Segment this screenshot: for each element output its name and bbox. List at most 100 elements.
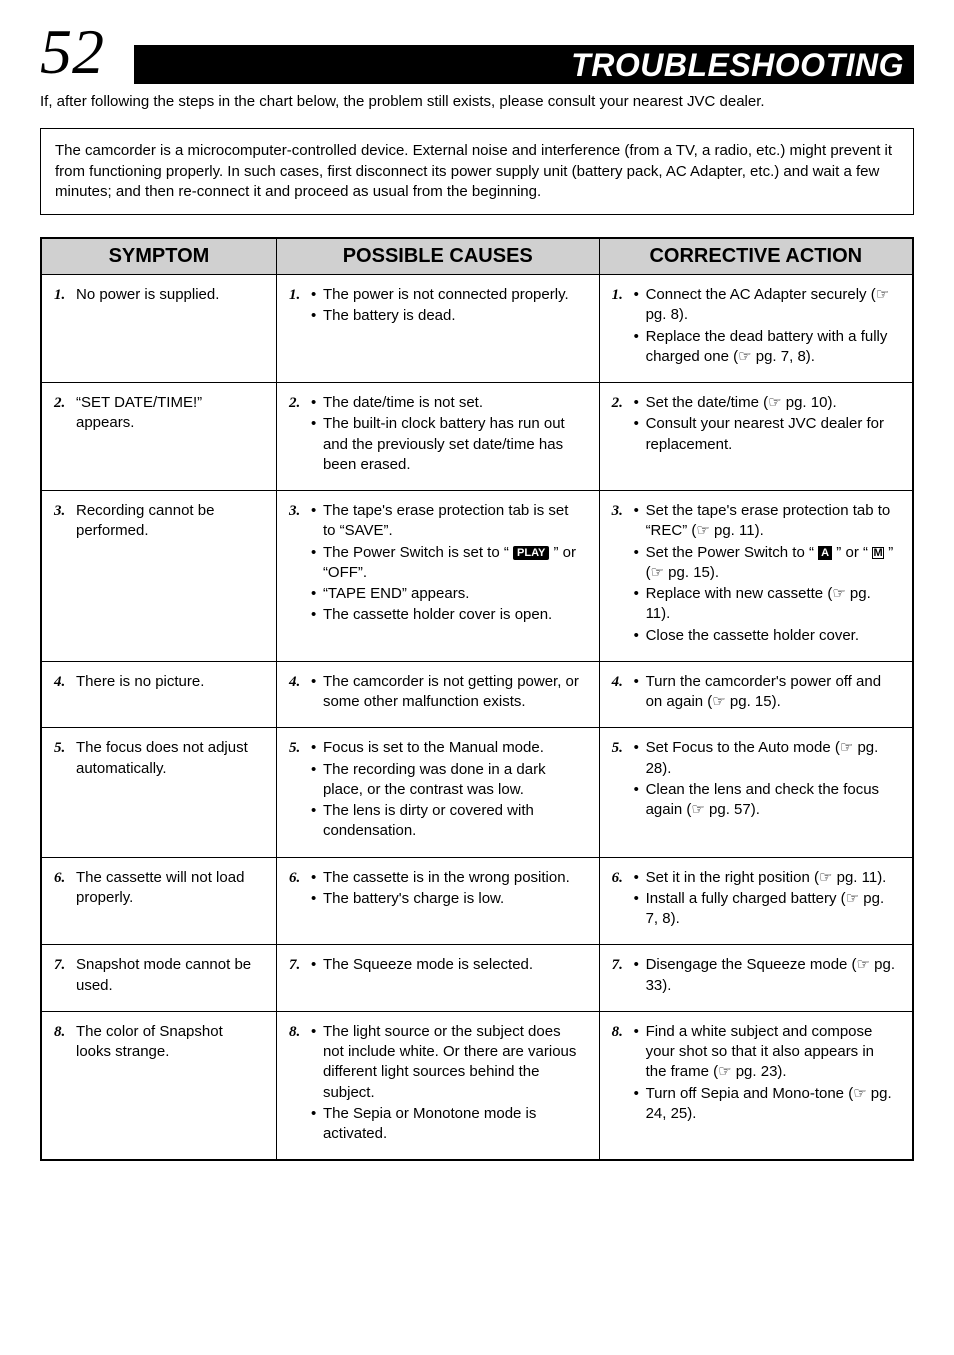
row-number: 7. bbox=[54, 955, 76, 975]
row-number: 3. bbox=[289, 501, 311, 521]
table-row: 3.Recording cannot be performed.3.•The t… bbox=[41, 491, 913, 662]
list-item: •Find a white subject and compose your s… bbox=[634, 1022, 896, 1083]
list-item: •Set the tape's erase protection tab to … bbox=[634, 501, 896, 542]
symptom-cell: 3.Recording cannot be performed. bbox=[41, 491, 276, 662]
intro-text: If, after following the steps in the cha… bbox=[40, 92, 914, 112]
list-item: •Focus is set to the Manual mode. bbox=[311, 738, 583, 758]
row-number: 4. bbox=[289, 672, 311, 692]
causes-cell: 6.•The cassette is in the wrong position… bbox=[276, 857, 599, 945]
cell-text: The cassette will not load properly. bbox=[76, 868, 260, 909]
list-item: •The lens is dirty or covered with conde… bbox=[311, 801, 583, 842]
table-row: 8.The color of Snapshot looks strange.8.… bbox=[41, 1011, 913, 1160]
symptom-cell: 1.No power is supplied. bbox=[41, 275, 276, 383]
row-number: 4. bbox=[612, 672, 634, 692]
row-number: 6. bbox=[54, 868, 76, 888]
table-row: 7.Snapshot mode cannot be used.7.•The Sq… bbox=[41, 945, 913, 1012]
cell-text: Recording cannot be performed. bbox=[76, 501, 260, 542]
row-number: 2. bbox=[612, 393, 634, 413]
list-item: •The tape's erase protection tab is set … bbox=[311, 501, 583, 542]
page-number: 52 bbox=[40, 20, 104, 84]
action-cell: 3.•Set the tape's erase protection tab t… bbox=[599, 491, 913, 662]
action-cell: 2.•Set the date/time (☞ pg. 10).•Consult… bbox=[599, 383, 913, 491]
list-item: •Replace with new cassette (☞ pg. 11). bbox=[634, 584, 896, 625]
row-number: 7. bbox=[289, 955, 311, 975]
list-item: •Close the cassette holder cover. bbox=[634, 626, 896, 646]
page-header: 52 TROUBLESHOOTING bbox=[40, 20, 914, 84]
action-cell: 6.•Set it in the right position (☞ pg. 1… bbox=[599, 857, 913, 945]
list-item: •Disengage the Squeeze mode (☞ pg. 33). bbox=[634, 955, 896, 996]
list-item: •Consult your nearest JVC dealer for rep… bbox=[634, 414, 896, 455]
list-item: •The camcorder is not getting power, or … bbox=[311, 672, 583, 713]
list-item: •Set the date/time (☞ pg. 10). bbox=[634, 393, 896, 413]
cell-text: The focus does not adjust automatically. bbox=[76, 738, 260, 779]
row-number: 8. bbox=[612, 1022, 634, 1042]
list-item: •Turn off Sepia and Mono-tone (☞ pg. 24,… bbox=[634, 1084, 896, 1125]
action-cell: 7.•Disengage the Squeeze mode (☞ pg. 33)… bbox=[599, 945, 913, 1012]
row-number: 1. bbox=[289, 285, 311, 305]
symptom-cell: 6.The cassette will not load properly. bbox=[41, 857, 276, 945]
symptom-cell: 7.Snapshot mode cannot be used. bbox=[41, 945, 276, 1012]
table-row: 2.“SET DATE/TIME!” appears.2.•The date/t… bbox=[41, 383, 913, 491]
col-header-action: CORRECTIVE ACTION bbox=[599, 238, 913, 275]
list-item: •The Power Switch is set to “ PLAY ” or … bbox=[311, 543, 583, 584]
list-item: •The light source or the subject does no… bbox=[311, 1022, 583, 1103]
cell-text: “SET DATE/TIME!” appears. bbox=[76, 393, 260, 434]
list-item: •Set it in the right position (☞ pg. 11)… bbox=[634, 868, 896, 888]
row-number: 6. bbox=[612, 868, 634, 888]
symptom-cell: 2.“SET DATE/TIME!” appears. bbox=[41, 383, 276, 491]
list-item: •Set Focus to the Auto mode (☞ pg. 28). bbox=[634, 738, 896, 779]
table-row: 4.There is no picture.4.•The camcorder i… bbox=[41, 661, 913, 728]
causes-cell: 3.•The tape's erase protection tab is se… bbox=[276, 491, 599, 662]
list-item: •Set the Power Switch to “ A ” or “ M ” … bbox=[634, 543, 896, 584]
list-item: •Replace the dead battery with a fully c… bbox=[634, 327, 896, 368]
cell-text: No power is supplied. bbox=[76, 285, 260, 305]
row-number: 4. bbox=[54, 672, 76, 692]
action-cell: 8.•Find a white subject and compose your… bbox=[599, 1011, 913, 1160]
causes-cell: 4.•The camcorder is not getting power, o… bbox=[276, 661, 599, 728]
symptom-cell: 8.The color of Snapshot looks strange. bbox=[41, 1011, 276, 1160]
note-box: The camcorder is a microcomputer-control… bbox=[40, 128, 914, 215]
list-item: •The power is not connected properly. bbox=[311, 285, 583, 305]
page-title: TROUBLESHOOTING bbox=[134, 45, 914, 84]
symptom-cell: 4.There is no picture. bbox=[41, 661, 276, 728]
cell-text: Snapshot mode cannot be used. bbox=[76, 955, 260, 996]
causes-cell: 8.•The light source or the subject does … bbox=[276, 1011, 599, 1160]
row-number: 5. bbox=[612, 738, 634, 758]
row-number: 8. bbox=[54, 1022, 76, 1042]
cell-text: The color of Snapshot looks strange. bbox=[76, 1022, 260, 1063]
row-number: 8. bbox=[289, 1022, 311, 1042]
list-item: •The battery is dead. bbox=[311, 306, 583, 326]
row-number: 3. bbox=[612, 501, 634, 521]
causes-cell: 5.•Focus is set to the Manual mode.•The … bbox=[276, 728, 599, 857]
symptom-cell: 5.The focus does not adjust automaticall… bbox=[41, 728, 276, 857]
list-item: •Install a fully charged battery (☞ pg. … bbox=[634, 889, 896, 930]
table-row: 5.The focus does not adjust automaticall… bbox=[41, 728, 913, 857]
page: 52 TROUBLESHOOTING If, after following t… bbox=[0, 0, 954, 1201]
list-item: •The battery's charge is low. bbox=[311, 889, 583, 909]
list-item: •The recording was done in a dark place,… bbox=[311, 760, 583, 801]
table-row: 1.No power is supplied.1.•The power is n… bbox=[41, 275, 913, 383]
troubleshooting-table: SYMPTOM POSSIBLE CAUSES CORRECTIVE ACTIO… bbox=[40, 237, 914, 1161]
list-item: •Clean the lens and check the focus agai… bbox=[634, 780, 896, 821]
row-number: 7. bbox=[612, 955, 634, 975]
causes-cell: 2.•The date/time is not set.•The built-i… bbox=[276, 383, 599, 491]
causes-cell: 1.•The power is not connected properly.•… bbox=[276, 275, 599, 383]
row-number: 5. bbox=[54, 738, 76, 758]
row-number: 3. bbox=[54, 501, 76, 521]
list-item: •The cassette is in the wrong position. bbox=[311, 868, 583, 888]
action-cell: 1.•Connect the AC Adapter securely (☞ pg… bbox=[599, 275, 913, 383]
list-item: •The date/time is not set. bbox=[311, 393, 583, 413]
list-item: •The Squeeze mode is selected. bbox=[311, 955, 583, 975]
row-number: 5. bbox=[289, 738, 311, 758]
col-header-causes: POSSIBLE CAUSES bbox=[276, 238, 599, 275]
table-row: 6.The cassette will not load properly.6.… bbox=[41, 857, 913, 945]
list-item: •Turn the camcorder's power off and on a… bbox=[634, 672, 896, 713]
action-cell: 4.•Turn the camcorder's power off and on… bbox=[599, 661, 913, 728]
list-item: •“TAPE END” appears. bbox=[311, 584, 583, 604]
row-number: 1. bbox=[54, 285, 76, 305]
list-item: •The built-in clock battery has run out … bbox=[311, 414, 583, 475]
list-item: •Connect the AC Adapter securely (☞ pg. … bbox=[634, 285, 896, 326]
list-item: •The Sepia or Monotone mode is activated… bbox=[311, 1104, 583, 1145]
row-number: 2. bbox=[54, 393, 76, 413]
causes-cell: 7.•The Squeeze mode is selected. bbox=[276, 945, 599, 1012]
